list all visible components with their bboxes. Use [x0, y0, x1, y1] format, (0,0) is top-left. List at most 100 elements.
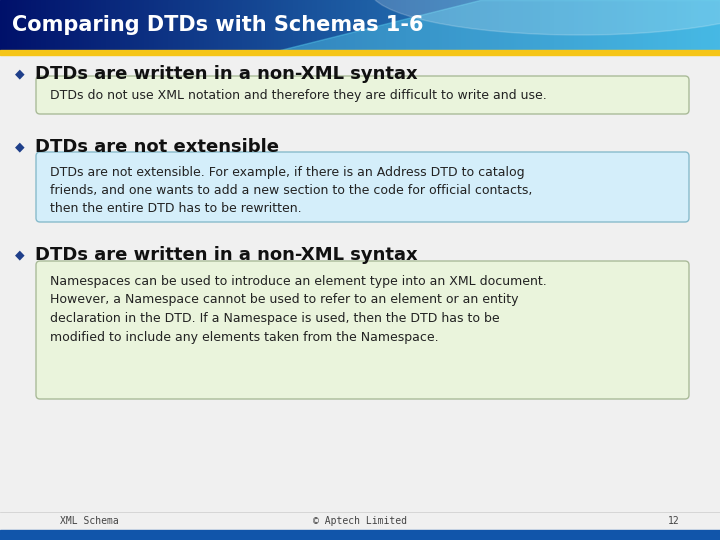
- Bar: [187, 0, 190, 50]
- Bar: [14, 0, 17, 50]
- Bar: [423, 0, 426, 50]
- Bar: [619, 0, 622, 50]
- Bar: [667, 0, 670, 50]
- Bar: [425, 0, 428, 50]
- Bar: [139, 0, 142, 50]
- Bar: [38, 0, 41, 50]
- Bar: [204, 0, 207, 50]
- FancyBboxPatch shape: [36, 76, 689, 114]
- Bar: [617, 0, 620, 50]
- Bar: [698, 0, 701, 50]
- Bar: [86, 0, 89, 50]
- Bar: [348, 0, 351, 50]
- Bar: [394, 0, 397, 50]
- Bar: [24, 0, 27, 50]
- Bar: [91, 0, 94, 50]
- Text: DTDs are not extensible: DTDs are not extensible: [35, 138, 279, 156]
- Bar: [554, 0, 557, 50]
- Bar: [74, 0, 77, 50]
- Bar: [463, 0, 466, 50]
- Bar: [84, 0, 87, 50]
- Bar: [547, 0, 550, 50]
- Bar: [99, 0, 102, 50]
- Bar: [451, 0, 454, 50]
- Bar: [468, 0, 471, 50]
- Bar: [670, 0, 672, 50]
- Bar: [398, 0, 401, 50]
- Bar: [279, 0, 282, 50]
- Bar: [120, 0, 123, 50]
- Bar: [63, 0, 66, 50]
- Bar: [34, 0, 37, 50]
- Bar: [614, 0, 617, 50]
- Bar: [482, 0, 485, 50]
- Bar: [110, 0, 113, 50]
- Text: DTDs are written in a non-XML syntax: DTDs are written in a non-XML syntax: [35, 65, 418, 83]
- Bar: [89, 0, 91, 50]
- Bar: [300, 0, 303, 50]
- Bar: [199, 0, 202, 50]
- Bar: [511, 0, 514, 50]
- Bar: [377, 0, 379, 50]
- Bar: [675, 0, 678, 50]
- Bar: [576, 0, 579, 50]
- Bar: [655, 0, 658, 50]
- Bar: [207, 0, 210, 50]
- Bar: [353, 0, 356, 50]
- Text: ◆: ◆: [15, 140, 24, 153]
- Bar: [662, 0, 665, 50]
- Bar: [372, 0, 375, 50]
- Bar: [495, 0, 498, 50]
- Bar: [682, 0, 685, 50]
- Bar: [346, 0, 348, 50]
- Bar: [626, 0, 629, 50]
- Bar: [264, 0, 267, 50]
- Bar: [259, 0, 262, 50]
- Bar: [41, 0, 44, 50]
- Bar: [389, 0, 392, 50]
- Bar: [490, 0, 492, 50]
- Bar: [441, 0, 444, 50]
- Bar: [369, 0, 372, 50]
- Bar: [593, 0, 595, 50]
- Bar: [598, 0, 600, 50]
- Bar: [189, 0, 192, 50]
- Bar: [603, 0, 606, 50]
- Bar: [646, 0, 649, 50]
- Bar: [405, 0, 408, 50]
- Bar: [528, 0, 531, 50]
- Bar: [382, 0, 384, 50]
- Bar: [585, 0, 588, 50]
- Bar: [324, 0, 327, 50]
- Bar: [0, 50, 720, 55]
- Bar: [27, 0, 30, 50]
- Bar: [149, 0, 152, 50]
- Bar: [427, 0, 430, 50]
- Bar: [605, 0, 608, 50]
- Bar: [706, 0, 708, 50]
- Text: 12: 12: [668, 516, 680, 526]
- Bar: [612, 0, 615, 50]
- Bar: [163, 0, 166, 50]
- Bar: [137, 0, 140, 50]
- Bar: [718, 0, 720, 50]
- Bar: [43, 0, 46, 50]
- Text: DTDs do not use XML notation and therefore they are difficult to write and use.: DTDs do not use XML notation and therefo…: [50, 89, 546, 102]
- Bar: [693, 0, 696, 50]
- Bar: [144, 0, 147, 50]
- Bar: [648, 0, 651, 50]
- Bar: [696, 0, 699, 50]
- Bar: [487, 0, 490, 50]
- Bar: [477, 0, 480, 50]
- Bar: [271, 0, 274, 50]
- Bar: [713, 0, 716, 50]
- Bar: [305, 0, 307, 50]
- Bar: [250, 0, 253, 50]
- Bar: [235, 0, 238, 50]
- Bar: [545, 0, 548, 50]
- Bar: [302, 0, 305, 50]
- Bar: [192, 0, 195, 50]
- Bar: [583, 0, 586, 50]
- Bar: [221, 0, 224, 50]
- Bar: [621, 0, 624, 50]
